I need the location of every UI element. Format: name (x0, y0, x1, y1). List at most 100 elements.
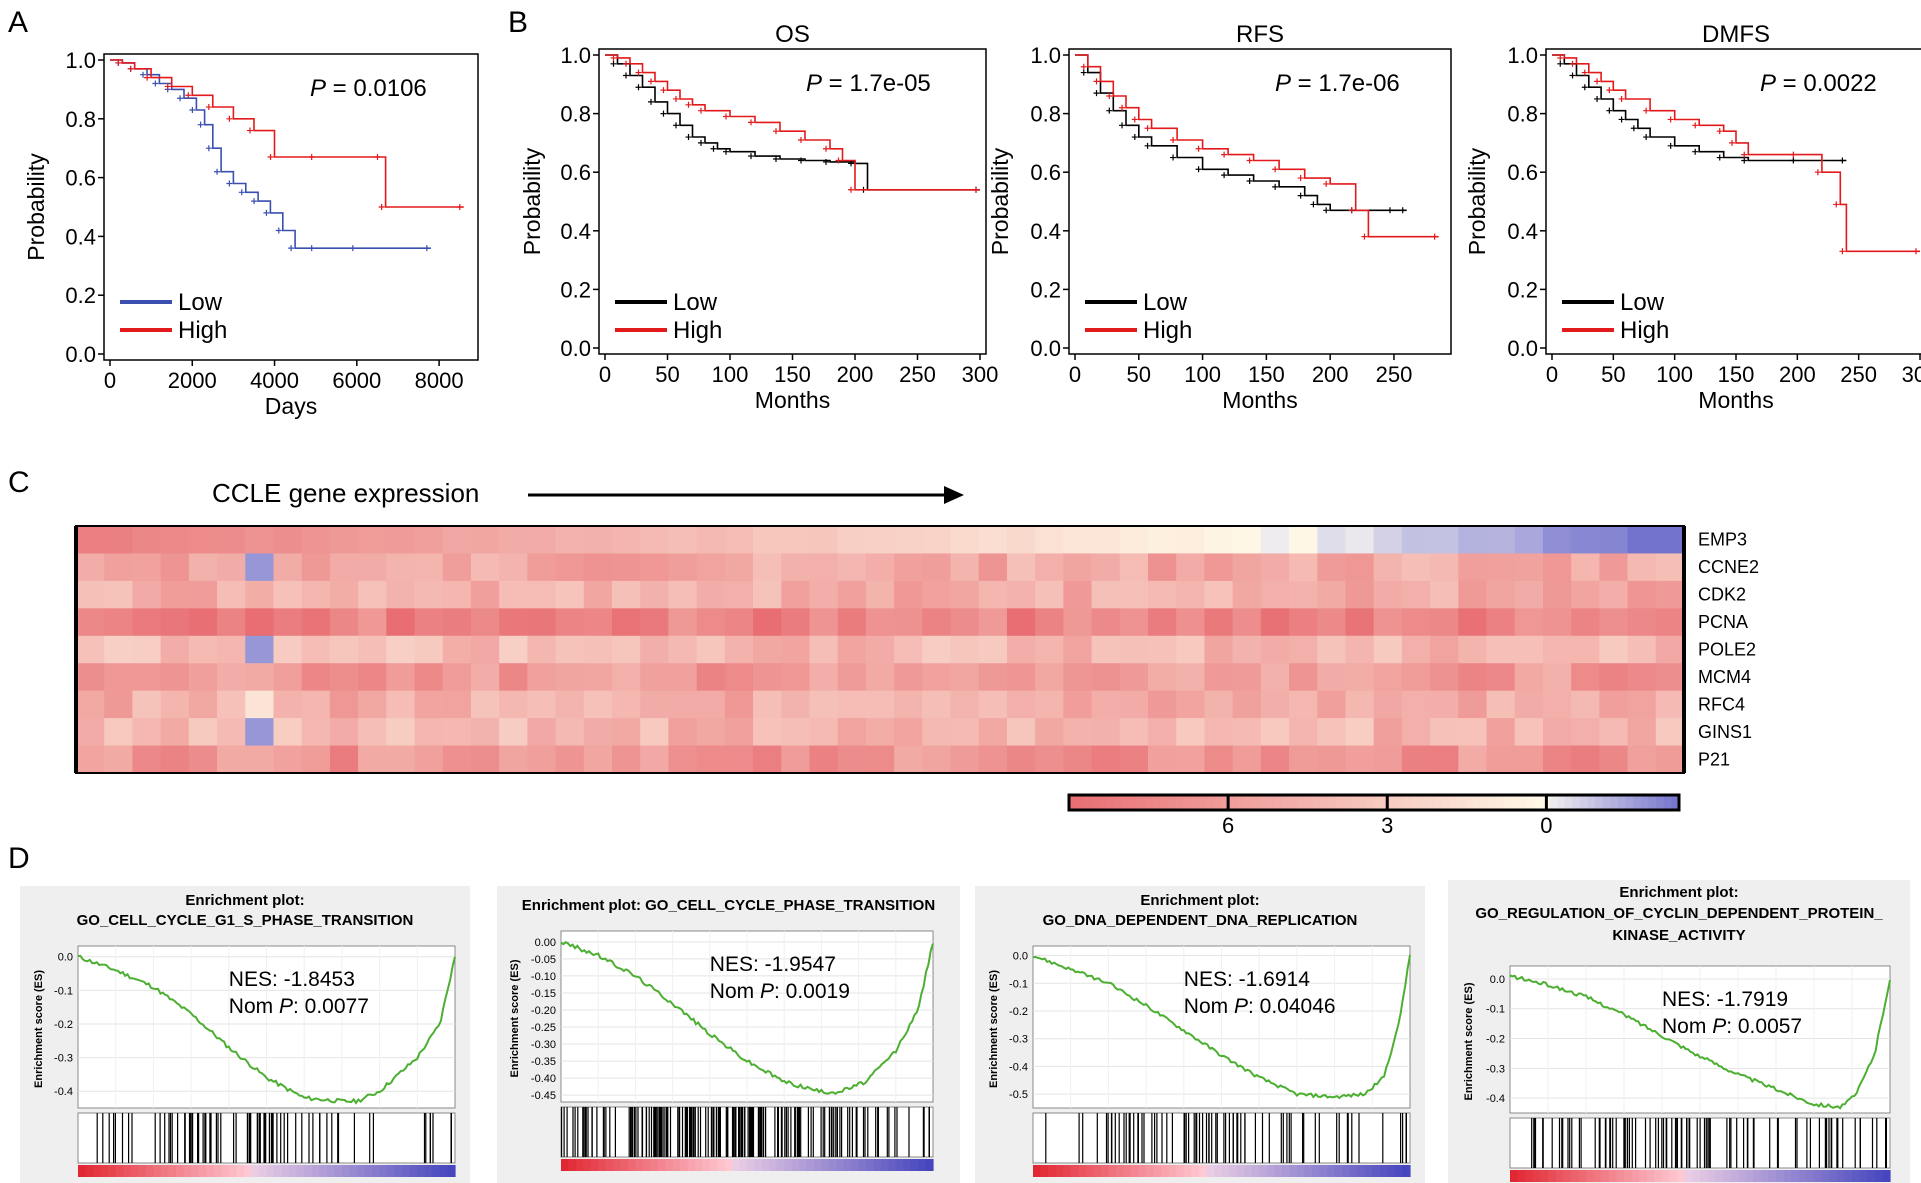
gsea-rank-segment (1548, 1170, 1557, 1182)
censor-mark (748, 119, 754, 126)
heatmap-cell (527, 690, 557, 719)
heatmap-cell (1006, 635, 1036, 664)
x-axis-label: Days (265, 393, 317, 419)
censor-mark (698, 107, 704, 114)
heatmap-cell (1571, 745, 1600, 774)
heatmap-cell (414, 718, 444, 747)
heatmap-cell (865, 553, 895, 582)
censor-mark (1833, 201, 1840, 208)
gsea-rank-segment (1654, 1170, 1663, 1182)
heatmap-cell (301, 718, 331, 747)
gsea-rank-segment (1070, 1165, 1079, 1177)
gsea-rank-segment (176, 1165, 185, 1177)
colorbar-segment (1579, 795, 1589, 810)
heatmap-cell (1514, 690, 1544, 719)
heatmap-cell (1091, 635, 1121, 664)
gsea-rank-segment (1616, 1170, 1625, 1182)
colorbar-segment (1183, 795, 1192, 810)
gsea-rank-segment (642, 1159, 651, 1171)
censor-mark (610, 60, 617, 67)
gsea-rank-segment (198, 1165, 207, 1177)
colorbar-segment (1313, 795, 1322, 810)
heatmap-cell (1176, 580, 1206, 609)
heatmap-cell (781, 553, 811, 582)
p-symbol: P (1760, 70, 1776, 97)
heatmap-cell (583, 718, 613, 747)
censor-mark (1170, 154, 1177, 161)
gsea-rank-segment (93, 1165, 102, 1177)
heatmap-cell (1204, 718, 1234, 747)
y-tick-label: 0.6 (1507, 160, 1538, 185)
heatmap-cell (555, 745, 585, 774)
censor-mark (1581, 84, 1588, 91)
x-tick-label: 100 (1656, 362, 1693, 387)
heatmap-cell (922, 690, 952, 719)
gsea-rank-segment (1806, 1170, 1815, 1182)
x-tick-label: 0 (1546, 362, 1558, 387)
censor-mark (1106, 107, 1113, 114)
gsea-rank-segment (304, 1165, 313, 1177)
heatmap-cell (499, 608, 528, 637)
censor-mark (748, 153, 754, 160)
censor-mark (1741, 157, 1748, 164)
gsea-y-tick-label: -0.3 (1486, 1063, 1505, 1075)
colorbar-tick-label: 0 (1540, 813, 1552, 838)
colorbar-frame (1067, 793, 1681, 812)
censor-mark (1594, 78, 1601, 85)
heatmap-cell (809, 690, 839, 719)
gsea-y-tick-label: -0.5 (1009, 1089, 1028, 1101)
heatmap-cell (1035, 718, 1064, 747)
colorbar-segment (1267, 795, 1276, 810)
gsea-rank-segment (1387, 1165, 1396, 1177)
heatmap-cell (470, 553, 500, 582)
heatmap-cell (1204, 690, 1234, 719)
heatmap-cell (188, 718, 218, 747)
heatmap-cell (1091, 718, 1121, 747)
heatmap-cell (1599, 663, 1629, 692)
y-axis-label: Probability (519, 147, 545, 255)
gsea-rank-segment (213, 1165, 222, 1177)
heatmap-cell (442, 553, 472, 582)
heatmap-cell (640, 663, 670, 692)
gsea-y-axis-label: Enrichment score (ES) (988, 970, 1000, 1088)
heatmap-cell (781, 663, 811, 692)
heatmap-cell (1232, 580, 1262, 609)
heatmap-cell (1289, 745, 1318, 774)
colorbar-segment (1640, 795, 1650, 810)
gsea-nom-p-symbol: P (1712, 1015, 1726, 1038)
plot-frame (1068, 48, 1452, 355)
gsea-rank-segment (873, 1159, 882, 1171)
colorbar-segment (1549, 795, 1558, 810)
heatmap-cell (865, 526, 895, 555)
gsea-rank-segment (799, 1159, 808, 1171)
p-symbol: P (310, 75, 326, 102)
censor-mark (127, 65, 134, 72)
gsea-rank-segment (236, 1165, 245, 1177)
gsea-rank-segment (1274, 1165, 1283, 1177)
heatmap-cell (668, 553, 698, 582)
heatmap-cell (1542, 635, 1572, 664)
heatmap-cell (1204, 553, 1234, 582)
gsea-rank-segment (1631, 1170, 1640, 1182)
heatmap-cell (809, 553, 839, 582)
censor-mark (1729, 139, 1735, 146)
km-plot-a: 0.0 0.2 0.4 0.6 0.8 1.0 0 2000 4000 6000 8000 Days P… (23, 48, 479, 419)
heatmap-cell (950, 690, 980, 719)
heatmap-cell (1373, 553, 1403, 582)
gsea-rank-segment (739, 1159, 748, 1171)
legend-label-low: Low (1143, 289, 1188, 316)
heatmap-cell (1317, 608, 1347, 637)
gsea-rank-segment (1707, 1170, 1716, 1182)
heatmap-cell (555, 608, 585, 637)
colorbar-segment (1114, 795, 1123, 810)
heatmap-cell (245, 580, 275, 609)
heatmap-cell (753, 608, 782, 637)
censor-mark (773, 156, 779, 163)
heatmap-cell (1514, 526, 1544, 555)
heatmap-cell (1571, 608, 1600, 637)
y-tick-label: 0.2 (1030, 277, 1061, 302)
heatmap-cell (1063, 608, 1093, 637)
heatmap-cell (358, 526, 387, 555)
heatmap-cell (865, 690, 895, 719)
